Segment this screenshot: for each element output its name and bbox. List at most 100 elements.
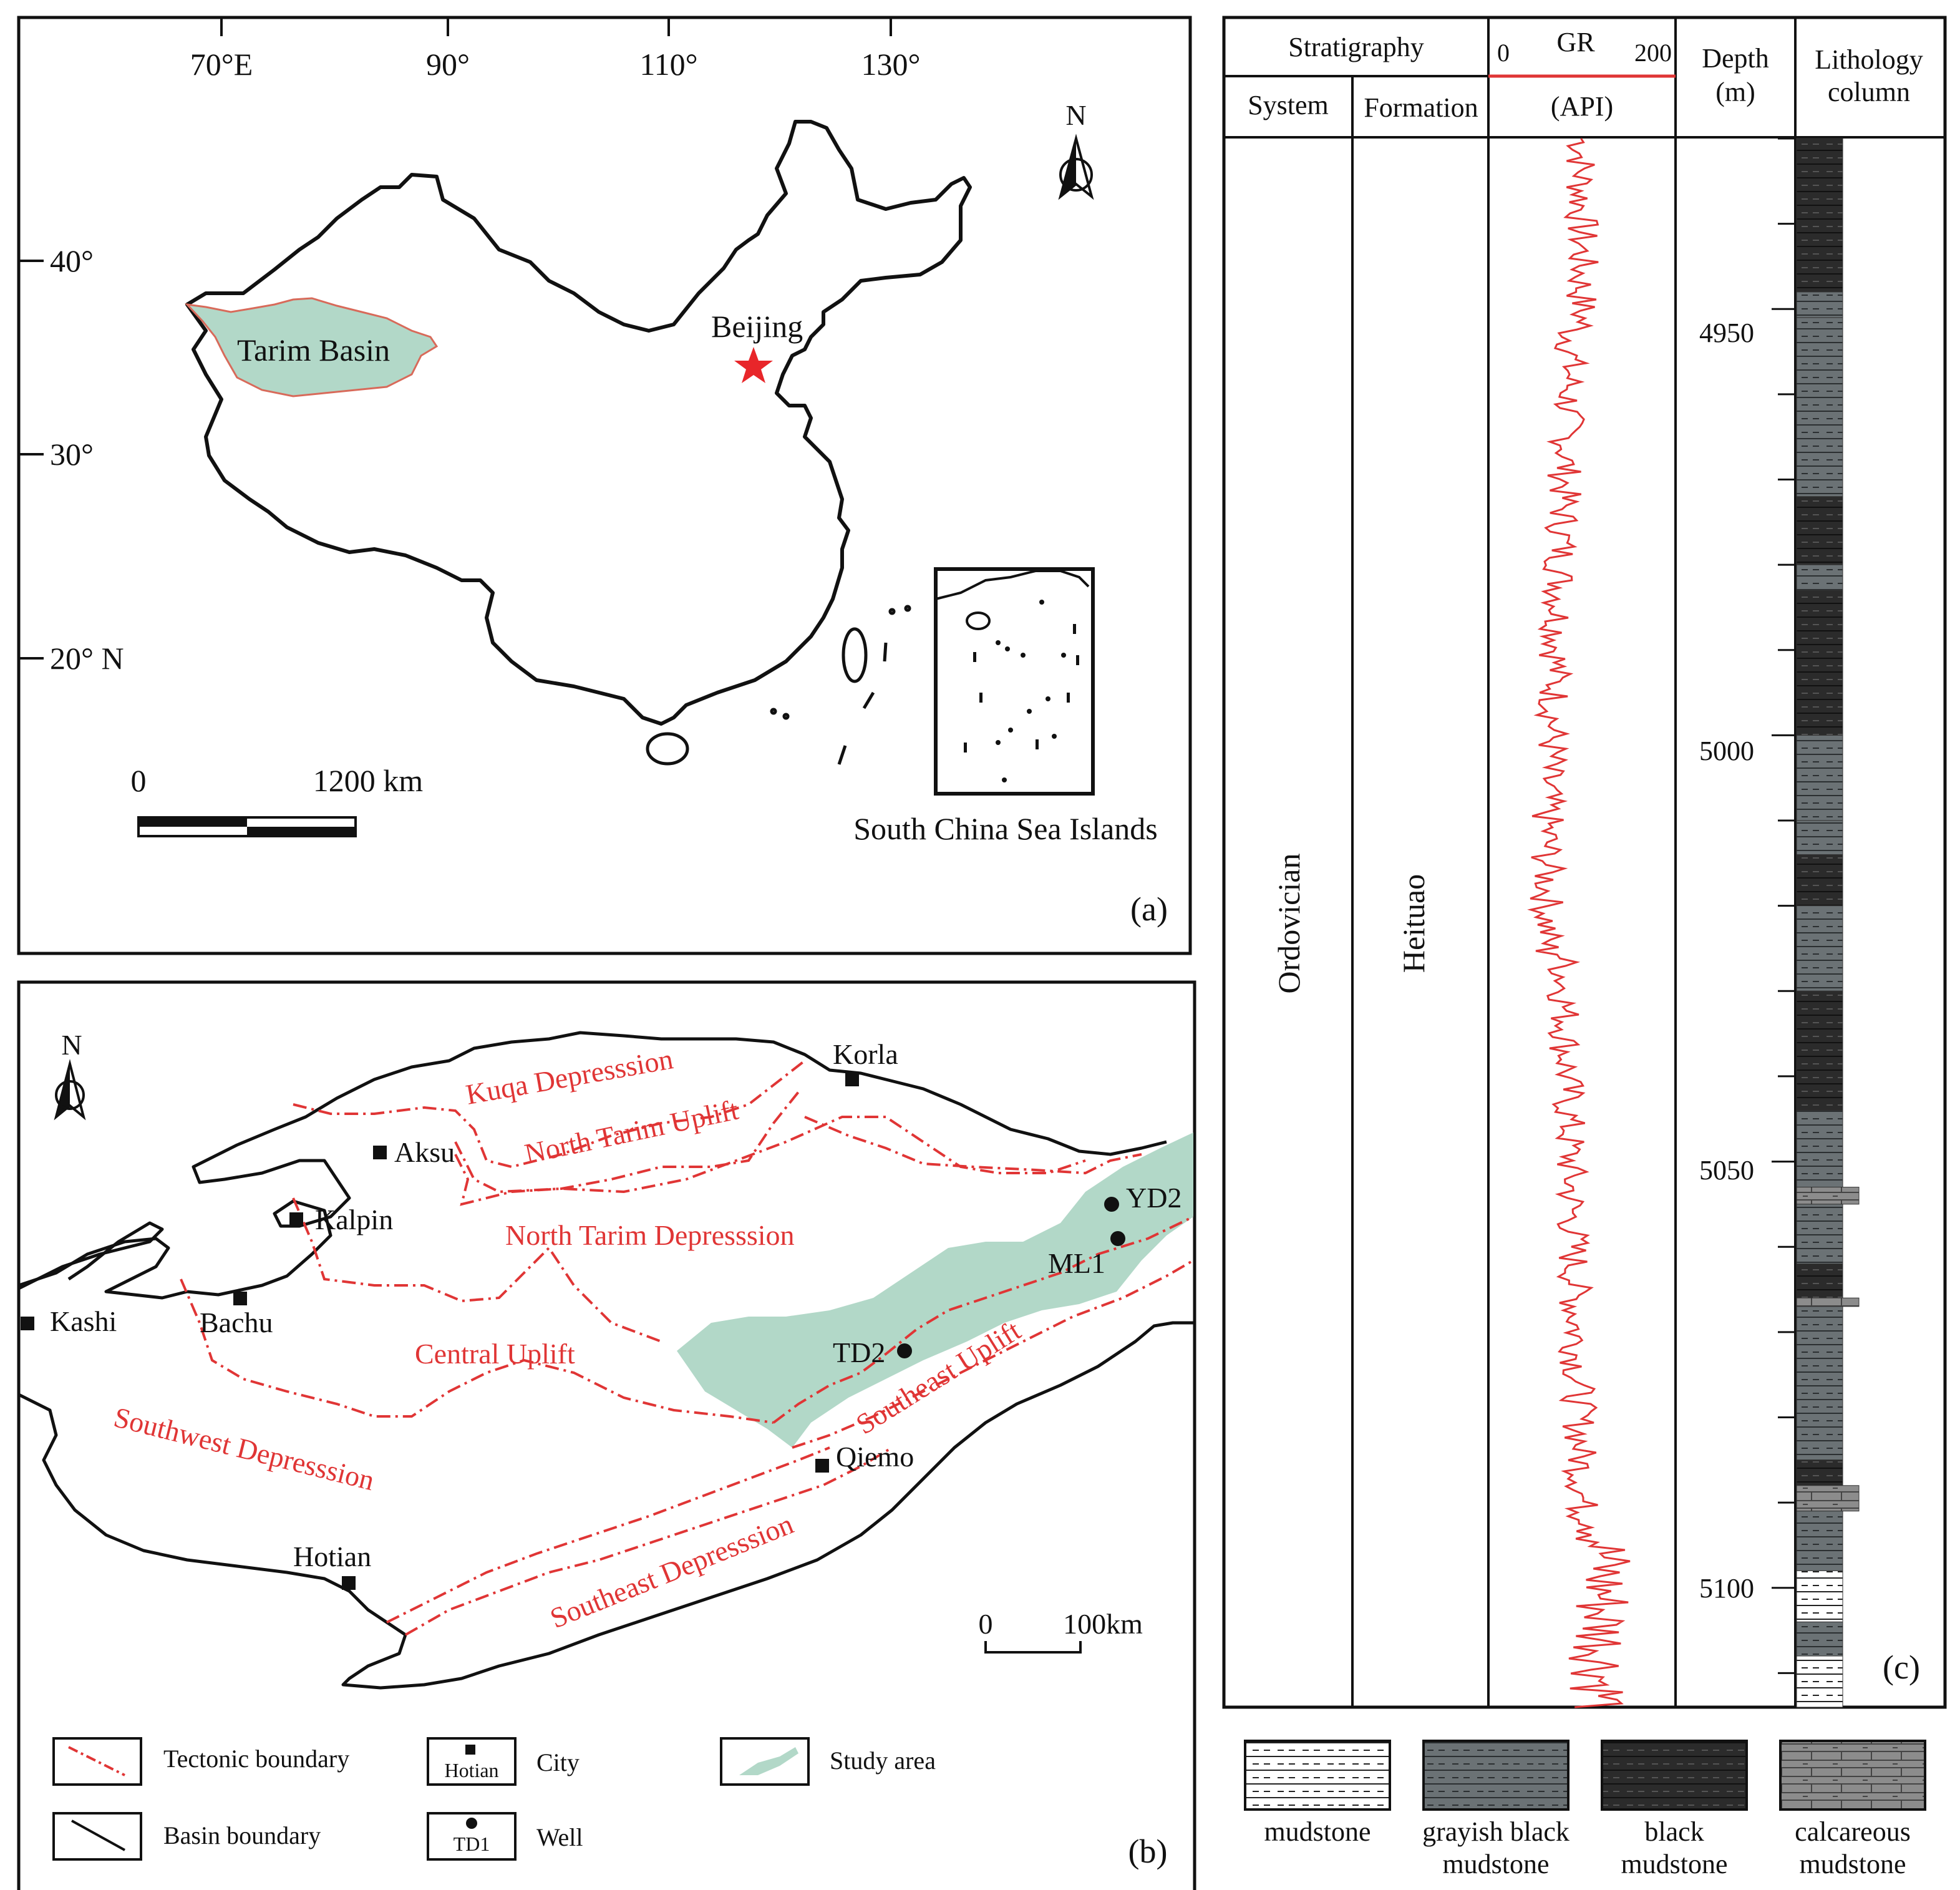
- lithology-interval: [1796, 1297, 1860, 1307]
- lithology-interval: [1796, 734, 1843, 821]
- lithology-interval: [1796, 590, 1843, 736]
- city-markers: [21, 1073, 859, 1590]
- legend-city-label: City: [536, 1748, 580, 1776]
- panel-b-north-arrow-icon: [54, 1059, 86, 1121]
- legend-well: [427, 1812, 517, 1861]
- header-depth: Depth: [1702, 43, 1769, 74]
- gr-curve: [1527, 138, 1631, 1708]
- legend-city: [427, 1737, 517, 1786]
- legend-study-area: [720, 1737, 810, 1786]
- study-area: [677, 1133, 1193, 1448]
- panel-a-scale-bar: [137, 816, 357, 837]
- panel-b-scale-start: 0: [979, 1608, 993, 1640]
- south-china-sea-inset: [934, 567, 1095, 796]
- unit-central-uplift: Central Uplift: [415, 1338, 575, 1370]
- lithology-interval: [1796, 1110, 1843, 1188]
- basin-boundary-line: [17, 1031, 1167, 1297]
- well-ml1-label: ML1: [1048, 1247, 1105, 1279]
- legend-study-label: Study area: [830, 1746, 936, 1775]
- city-kashi-label: Kashi: [50, 1305, 117, 1337]
- panel-c-label: (c): [1883, 1649, 1920, 1686]
- depth-tick-label: 5050: [1699, 1155, 1754, 1186]
- lithology-interval: [1796, 1204, 1843, 1265]
- sea-island-marks: [770, 605, 911, 765]
- city-hotian-label: Hotian: [293, 1541, 371, 1572]
- lithology-interval: [1796, 564, 1843, 591]
- lithology-interval: [1796, 138, 1843, 293]
- depth-tick-label: 5000: [1699, 736, 1754, 766]
- panel-a-frame: [17, 16, 1192, 955]
- lithology-interval: [1796, 905, 1843, 991]
- depth-axis: [1772, 137, 1795, 1674]
- north-arrow-icon: [1058, 134, 1094, 200]
- city-qiemo-label: Qiemo: [836, 1441, 914, 1473]
- taiwan-island: [842, 627, 868, 683]
- panel-a-china-map: 70°E 90° 110° 130° 40° 30° 20° N Tarim B…: [17, 16, 1192, 955]
- city-korla-label: Korla: [833, 1038, 898, 1070]
- legend-black-label-2: mudstone: [1621, 1849, 1727, 1879]
- panel-b-label: (b): [1128, 1833, 1168, 1870]
- legend-well-sample: TD1: [454, 1833, 490, 1855]
- well-markers: [897, 1197, 1125, 1358]
- hainan-island: [646, 732, 689, 766]
- panel-b-scale-end: 100km: [1063, 1608, 1143, 1640]
- lat-tick-label: 40°: [50, 243, 94, 278]
- lat-tick-label: 20° N: [50, 641, 124, 676]
- legend-basin-boundary: [52, 1812, 142, 1861]
- depth-tick-label: 5100: [1699, 1573, 1754, 1604]
- legend-black-swatch: [1601, 1740, 1748, 1811]
- lithology-interval: [1796, 990, 1843, 1111]
- lithology-interval: [1796, 854, 1843, 907]
- legend-city-sample: Hotian: [444, 1759, 498, 1781]
- lon-tick-label: 70°E: [190, 47, 253, 82]
- lon-tick-label: 90°: [426, 47, 470, 82]
- panel-b-tarim-map: Kuqa Depresssion North Tarim Uplift Nort…: [17, 980, 1196, 1890]
- panel-b-frame: [17, 980, 1196, 1890]
- china-outline: [185, 120, 972, 726]
- panel-c-grid-lines: [1224, 17, 1945, 1707]
- city-aksu-label: Aksu: [394, 1136, 455, 1168]
- legend-basin-label: Basin boundary: [163, 1821, 321, 1849]
- panel-c-well-log: Stratigraphy System Formation GR 0 200 (…: [1222, 16, 1947, 1879]
- legend-grayish-black-swatch: [1422, 1740, 1569, 1811]
- well-td2-label: TD2: [833, 1337, 885, 1368]
- city-bachu-label: Bachu: [200, 1307, 273, 1338]
- header-gr: GR: [1556, 27, 1595, 57]
- lat-tick-label: 30°: [50, 437, 94, 472]
- legend-mudstone-swatch: [1244, 1740, 1391, 1811]
- scale-start-label: 0: [131, 763, 147, 798]
- lithology-interval: [1796, 1621, 1843, 1657]
- capital-star-icon: [734, 347, 773, 383]
- well-yd2-label: YD2: [1126, 1182, 1181, 1214]
- beijing-label: Beijing: [711, 309, 803, 344]
- panel-b-north-label: N: [61, 1029, 82, 1061]
- header-gr-max: 200: [1634, 39, 1672, 67]
- formation-heituao: Heituao: [1396, 874, 1431, 973]
- header-depth-unit: (m): [1715, 77, 1755, 107]
- inset-caption: South China Sea Islands: [853, 811, 1157, 846]
- scale-end-label: 1200 km: [313, 763, 424, 798]
- tectonic-boundaries: [180, 1059, 1195, 1636]
- lithology-interval: [1796, 317, 1843, 497]
- lithology-interval: [1796, 1187, 1860, 1205]
- lithology-interval: [1796, 291, 1843, 318]
- lithology-interval: [1796, 496, 1843, 565]
- header-column: column: [1828, 77, 1910, 107]
- lithology-interval: [1796, 1306, 1843, 1461]
- header-api: (API): [1551, 91, 1613, 122]
- system-ordovician: Ordovician: [1271, 854, 1306, 994]
- legend-tectonic-boundary: [52, 1737, 142, 1786]
- legend-calcareous-label: calcareous: [1795, 1816, 1911, 1847]
- lithology-interval: [1796, 1511, 1843, 1571]
- depth-tick-label: 4950: [1699, 318, 1754, 348]
- lon-tick-label: 130°: [861, 47, 921, 82]
- legend-grayish-black-label: grayish black: [1422, 1816, 1569, 1847]
- city-kalpin-label: Kalpin: [315, 1204, 393, 1235]
- header-system: System: [1248, 90, 1329, 120]
- north-label: N: [1065, 99, 1086, 131]
- lithology-interval: [1796, 1570, 1843, 1622]
- tarim-basin-area: [185, 297, 439, 397]
- legend-calcareous-swatch: [1779, 1740, 1926, 1811]
- header-gr-min: 0: [1497, 39, 1510, 67]
